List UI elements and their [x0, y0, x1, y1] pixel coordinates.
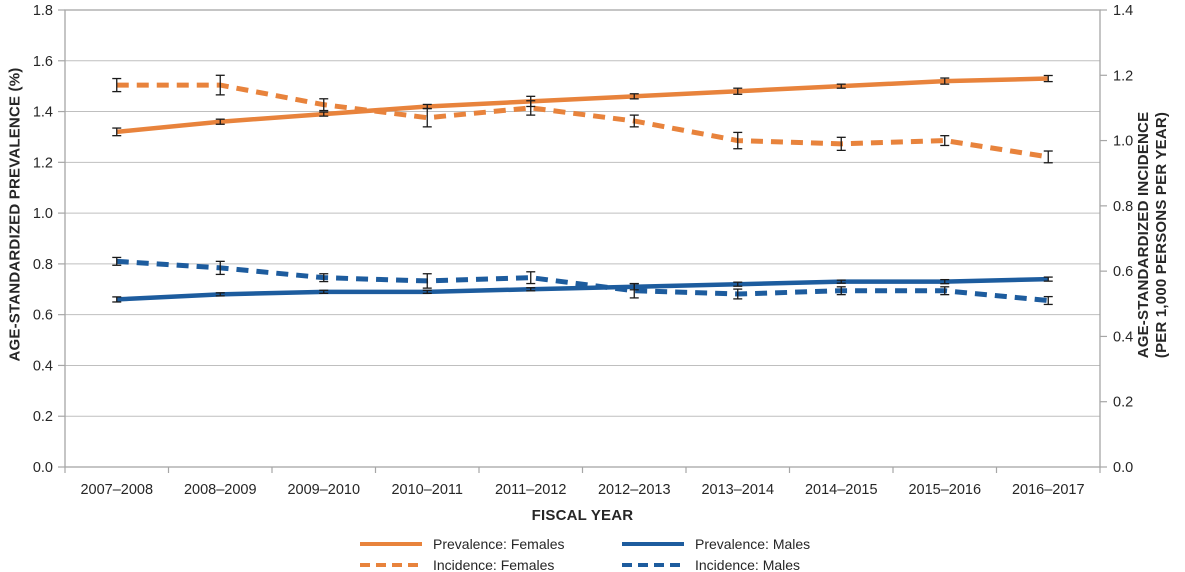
legend-item-incidence-males: Incidence: Males: [622, 554, 810, 572]
y-right-tick-label: 0.6: [1113, 264, 1133, 280]
y-left-tick-label: 0.0: [33, 460, 53, 476]
y-right-tick-label: 0.0: [1113, 460, 1133, 476]
y-left-tick-label: 1.4: [33, 105, 53, 121]
legend-label: Prevalence: Males: [695, 535, 811, 552]
x-category-label: 2011–2012: [495, 482, 567, 498]
legend-label: Prevalence: Females: [433, 535, 565, 552]
x-category-label: 2016–2017: [1012, 482, 1085, 498]
y-right-tick-label: 0.4: [1113, 329, 1133, 345]
y-axis-title-right-line1: AGE-STANDARDIZED INCIDENCE: [1135, 111, 1152, 359]
y-left-tick-label: 1.6: [33, 54, 53, 70]
y-axis-title-right-line2: (PER 1,000 PERSONS PER YEAR): [1153, 111, 1170, 359]
legend-item-prevalence-females: Prevalence: Females: [360, 533, 622, 554]
series-line-prevalence-males: [116, 276, 1049, 302]
x-category-label: 2010–2011: [391, 482, 463, 498]
y-left-tick-label: 0.8: [33, 257, 53, 273]
y-axis-title-left: AGE-STANDARDIZED PREVALENCE (%): [6, 67, 24, 362]
y-left-tick-label: 1.2: [33, 155, 53, 171]
y-right-tick-label: 1.2: [1113, 68, 1133, 84]
y-left-tick-label: 0.4: [33, 358, 53, 374]
x-category-label: 2008–2009: [184, 482, 257, 498]
y-left-tick-label: 1.0: [33, 206, 53, 222]
legend-item-incidence-females: Incidence: Females: [360, 554, 622, 572]
x-category-label: 2009–2010: [287, 482, 360, 498]
series-line-incidence-females: [116, 82, 1049, 160]
legend-swatch-solid-orange: [360, 541, 422, 546]
x-axis-title: FISCAL YEAR: [531, 507, 634, 524]
y-left-tick-label: 0.2: [33, 409, 53, 425]
y-axis-title-right: AGE-STANDARDIZED INCIDENCE (PER 1,000 PE…: [1135, 65, 1171, 405]
x-category-label: 2013–2014: [701, 482, 774, 498]
y-right-tick-label: 1.4: [1113, 3, 1133, 19]
x-category-label: 2015–2016: [908, 482, 981, 498]
legend-label: Incidence: Males: [695, 556, 801, 572]
legend-swatch-dashed-orange: [360, 562, 422, 567]
y-right-tick-label: 0.8: [1113, 199, 1133, 215]
legend-item-prevalence-males: Prevalence: Males: [622, 533, 810, 554]
x-category-label: 2014–2015: [805, 482, 878, 498]
series-line-incidence-males: [116, 258, 1049, 304]
series-line-prevalence-females: [116, 76, 1049, 135]
x-category-label: 2007–2008: [80, 482, 153, 498]
x-category-label: 2012–2013: [598, 482, 671, 498]
legend-swatch-dashed-blue: [622, 562, 684, 567]
legend: Prevalence: Females Prevalence: Males In…: [360, 533, 810, 572]
y-left-tick-label: 0.6: [33, 308, 53, 324]
legend-swatch-solid-blue: [622, 541, 684, 546]
y-left-tick-label: 1.8: [33, 3, 53, 19]
y-right-tick-label: 1.0: [1113, 134, 1133, 150]
legend-label: Incidence: Females: [433, 556, 555, 572]
y-right-tick-label: 0.2: [1113, 395, 1133, 411]
